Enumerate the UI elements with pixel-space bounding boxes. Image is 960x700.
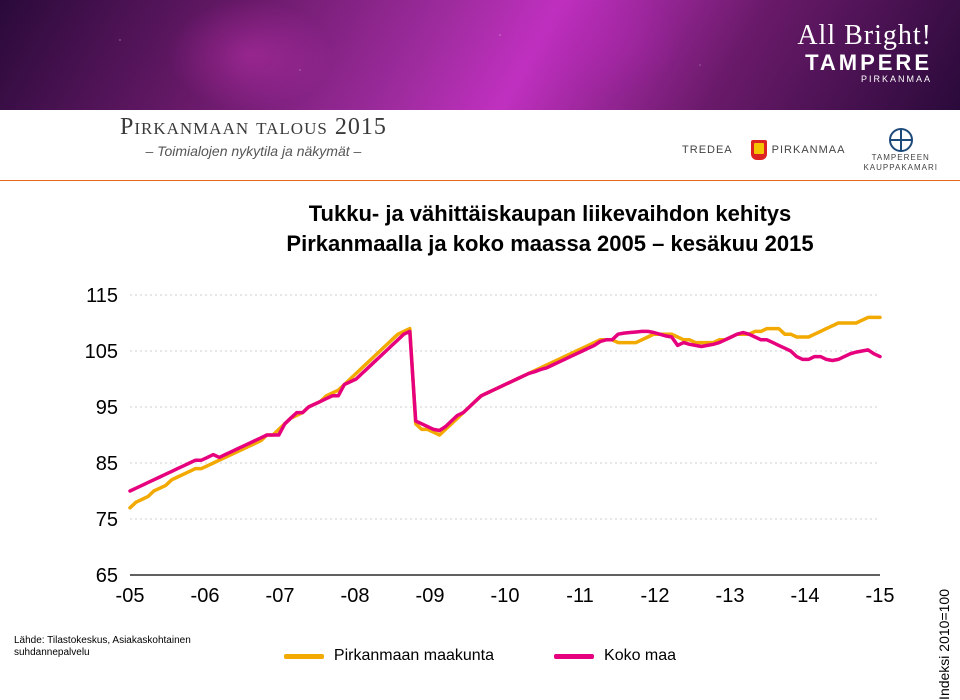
partner-logos: TREDEA PIRKANMAA TAMPEREEN KAUPPAKAMARI [682, 128, 938, 172]
partner-kk-label1: TAMPEREEN [872, 154, 930, 162]
header-title: Pirkanmaan talous 2015 [120, 114, 387, 141]
svg-text:65: 65 [96, 565, 118, 587]
y-axis-label: Indeksi 2010=100 [936, 589, 952, 700]
svg-text:75: 75 [96, 509, 118, 531]
source-note: Lähde: Tilastokeskus, Asiakaskohtainen s… [14, 635, 191, 659]
partner-kk-label2: KAUPPAKAMARI [863, 164, 938, 172]
header-subtitle: – Toimialojen nykytila ja näkymät – [120, 143, 387, 159]
legend-item-kokomaa: Koko maa [554, 647, 676, 665]
svg-text:-06: -06 [191, 585, 220, 607]
header-title-block: Pirkanmaan talous 2015 – Toimialojen nyk… [120, 114, 387, 159]
legend-swatch-pirkanmaa [284, 654, 324, 659]
source-line2: suhdannepalvelu [14, 647, 191, 659]
partner-tredea-label: TREDEA [682, 144, 733, 156]
legend-item-pirkanmaa: Pirkanmaan maakunta [284, 647, 494, 665]
svg-text:-09: -09 [416, 585, 445, 607]
chart-title: Tukku- ja vähittäiskaupan liikevaihdon k… [200, 199, 900, 258]
svg-text:105: 105 [85, 341, 118, 363]
banner-header: All Bright! TAMPERE PIRKANMAA [0, 0, 960, 110]
chart-title-line2: Pirkanmaalla ja koko maassa 2005 – kesäk… [200, 229, 900, 259]
partner-tredea: TREDEA [682, 144, 733, 156]
svg-text:85: 85 [96, 453, 118, 475]
svg-text:95: 95 [96, 397, 118, 419]
banner-brand: TAMPERE [797, 52, 932, 74]
svg-text:-12: -12 [641, 585, 670, 607]
banner-script: All Bright! [797, 22, 932, 50]
partner-pirkanmaa: PIRKANMAA [751, 140, 846, 160]
shield-icon [751, 140, 767, 160]
header-row: Pirkanmaan talous 2015 – Toimialojen nyk… [0, 110, 960, 181]
legend-label-pirkanmaa: Pirkanmaan maakunta [334, 647, 494, 665]
legend-swatch-kokomaa [554, 654, 594, 659]
line-chart: 65758595105115-05-06-07-08-09-10-11-12-1… [70, 290, 890, 610]
wheel-icon [889, 128, 913, 152]
svg-text:-05: -05 [116, 585, 145, 607]
source-line1: Lähde: Tilastokeskus, Asiakaskohtainen [14, 635, 191, 647]
partner-kauppakamari: TAMPEREEN KAUPPAKAMARI [863, 128, 938, 172]
svg-text:-08: -08 [341, 585, 370, 607]
svg-text:-15: -15 [866, 585, 895, 607]
banner-logo: All Bright! TAMPERE PIRKANMAA [797, 22, 932, 84]
svg-text:-10: -10 [491, 585, 520, 607]
chart-title-line1: Tukku- ja vähittäiskaupan liikevaihdon k… [200, 199, 900, 229]
banner-brand-sub: PIRKANMAA [797, 75, 932, 84]
svg-text:-14: -14 [791, 585, 820, 607]
svg-text:-07: -07 [266, 585, 295, 607]
svg-text:115: 115 [86, 285, 118, 307]
partner-pirkanmaa-label: PIRKANMAA [772, 144, 846, 156]
legend-label-kokomaa: Koko maa [604, 647, 676, 665]
chart-svg: 65758595105115-05-06-07-08-09-10-11-12-1… [70, 290, 890, 610]
svg-text:-13: -13 [716, 585, 745, 607]
svg-text:-11: -11 [566, 585, 593, 607]
